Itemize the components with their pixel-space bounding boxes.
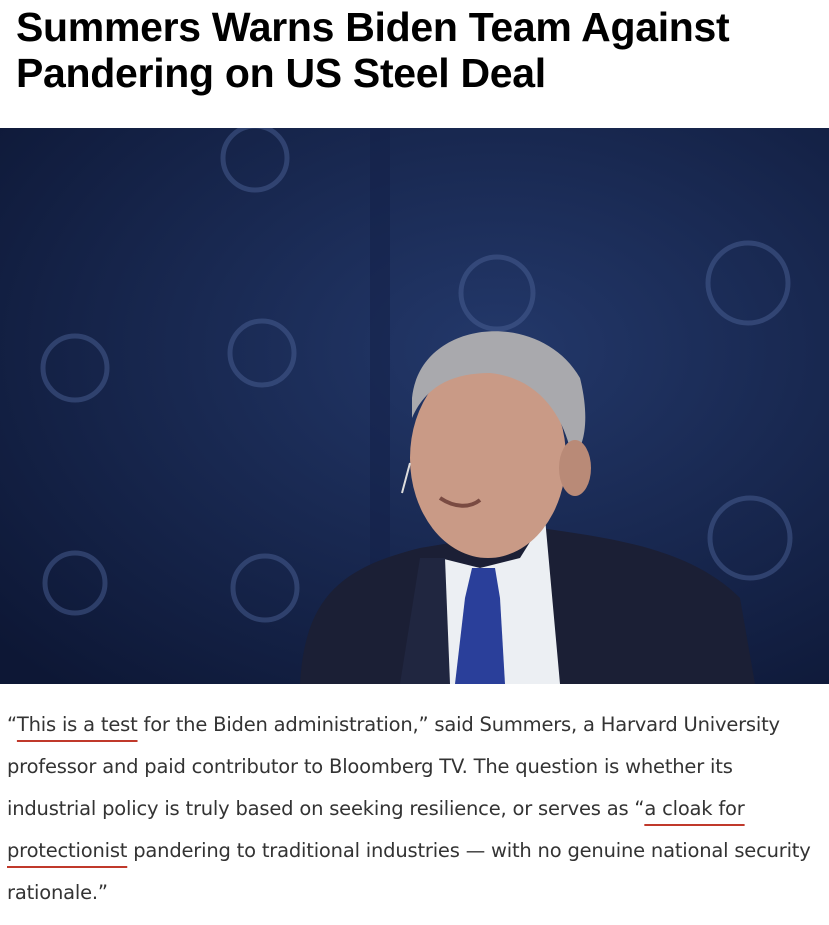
underlined-text: a cloak for protectionist xyxy=(7,797,745,862)
text: pandering to traditional industries — wi… xyxy=(7,839,811,904)
text: “ xyxy=(7,713,17,736)
article-photo xyxy=(0,128,829,684)
underlined-text: This is a test xyxy=(16,713,138,736)
quote-paragraph: “This is a test for the Biden administra… xyxy=(0,684,829,914)
text: for the Biden administration,” said Summ… xyxy=(7,713,780,820)
headline: Summers Warns Biden Team Against Panderi… xyxy=(16,4,730,96)
